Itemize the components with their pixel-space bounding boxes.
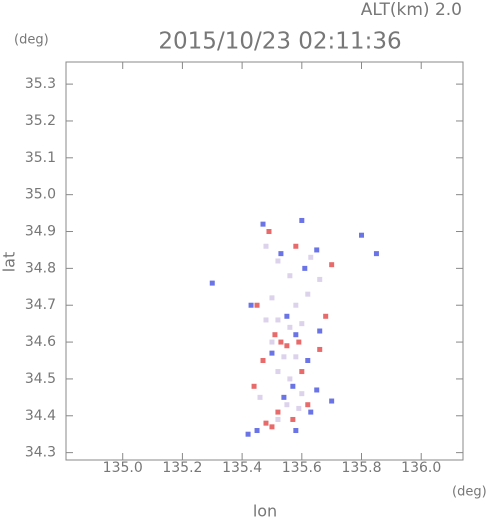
radar-cell <box>287 324 293 330</box>
radar-cell <box>278 251 284 257</box>
radar-cell <box>209 280 215 286</box>
radar-cell <box>284 313 290 319</box>
radar-cell <box>269 350 275 356</box>
radar-cell <box>329 262 335 268</box>
plot-frame <box>65 61 464 461</box>
radar-cell <box>263 317 269 323</box>
radar-cell <box>260 358 266 363</box>
radar-cell <box>305 402 311 408</box>
radar-cell <box>290 416 296 422</box>
y-axis-label: lat <box>0 252 19 273</box>
x-tick-label: 136.0 <box>401 460 441 476</box>
radar-cell <box>305 291 311 297</box>
radar-cell <box>373 251 379 257</box>
radar-cell <box>290 383 296 389</box>
radar-cell <box>293 428 299 434</box>
y-tick-label: 34.6 <box>25 334 56 350</box>
radar-cell <box>293 243 299 249</box>
radar-cell <box>284 343 290 349</box>
radar-cell <box>299 369 305 375</box>
radar-cell <box>281 354 287 360</box>
radar-cell <box>287 376 293 382</box>
y-unit: (deg) <box>14 33 49 48</box>
radar-cell <box>260 221 266 227</box>
radar-cell <box>245 431 251 437</box>
y-tick-label: 35.3 <box>25 76 56 92</box>
radar-cell <box>323 313 329 319</box>
radar-cell <box>299 321 305 327</box>
radar-cell <box>254 302 260 308</box>
radar-cell <box>275 416 281 422</box>
x-axis-label: lon <box>253 502 277 521</box>
radar-cell <box>299 217 305 223</box>
radar-cell <box>296 405 302 411</box>
radar-cell <box>275 369 281 375</box>
x-unit: (deg) <box>452 485 487 500</box>
radar-cell <box>251 383 257 389</box>
x-tick-label: 135.0 <box>103 460 143 476</box>
x-tick-label: 135.6 <box>282 460 322 476</box>
radar-cell <box>263 243 269 249</box>
radar-cell <box>299 391 305 397</box>
radar-cell <box>302 265 308 271</box>
radar-cell <box>293 332 299 338</box>
radar-cell <box>305 358 311 363</box>
radar-cell <box>284 402 290 408</box>
radar-cell <box>317 328 323 334</box>
radar-cell <box>281 394 287 400</box>
radar-cell <box>317 346 323 352</box>
x-tick-label: 135.8 <box>341 460 381 476</box>
y-tick-label: 34.4 <box>25 408 56 424</box>
radar-cell <box>269 339 275 345</box>
y-tick-label: 34.8 <box>25 260 56 276</box>
x-tick-label: 135.4 <box>222 460 262 476</box>
y-tick-label: 34.7 <box>25 297 56 313</box>
y-tick-label: 35.2 <box>25 113 56 129</box>
radar-cell <box>308 409 314 415</box>
altitude-label: ALT(km) 2.0 <box>361 0 462 20</box>
radar-cell <box>308 254 314 260</box>
radar-cell <box>314 387 320 393</box>
radar-cell <box>263 420 269 426</box>
radar-cell <box>296 339 302 345</box>
radar-cell <box>317 276 323 282</box>
y-tick-label: 35.0 <box>25 187 56 203</box>
y-tick-label: 35.1 <box>25 150 56 166</box>
radar-cell <box>269 295 275 301</box>
radar-cell <box>359 232 365 238</box>
y-tick-label: 34.5 <box>25 371 56 387</box>
radar-cell <box>275 409 281 415</box>
radar-cell <box>272 332 278 338</box>
radar-cell <box>269 424 275 430</box>
radar-cell <box>266 229 272 235</box>
radar-cell <box>275 258 281 264</box>
y-tick-label: 34.3 <box>25 445 56 461</box>
radar-cell <box>293 302 299 308</box>
x-tick-label: 135.2 <box>162 460 202 476</box>
radar-cell <box>329 398 335 404</box>
radar-cell <box>287 273 293 279</box>
radar-cell <box>254 428 260 434</box>
y-tick-label: 34.9 <box>25 224 56 240</box>
radar-cell <box>278 339 284 345</box>
radar-cell <box>248 302 254 308</box>
radar-cell <box>314 247 320 253</box>
chart-title: 2015/10/23 02:11:36 <box>158 29 401 55</box>
radar-cell <box>275 317 281 323</box>
radar-cell <box>257 394 263 400</box>
radar-cell <box>293 354 299 360</box>
